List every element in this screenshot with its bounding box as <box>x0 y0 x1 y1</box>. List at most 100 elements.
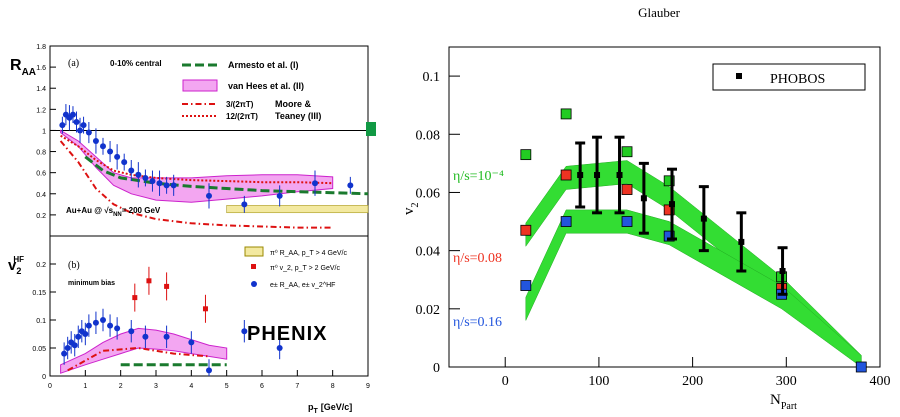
v2-point <box>128 328 135 335</box>
marker-red <box>520 224 532 236</box>
legend-pi0v2: π⁰ v_2, p_T > 2 GeV/c <box>270 264 340 272</box>
r-ytick-label: 0.04 <box>416 245 441 260</box>
b-xtick-label: 5 <box>225 383 229 390</box>
panel-b-centrality: minimum bias <box>68 280 115 287</box>
b-ytick-label: 0.1 <box>36 318 46 325</box>
phenix-logo: PHENIX <box>247 323 327 345</box>
b-xtick-label: 4 <box>189 383 193 390</box>
v2-point <box>188 339 195 346</box>
green-box-a <box>366 122 376 136</box>
legend-moore-name: Moore & <box>275 99 312 109</box>
v2-point <box>163 333 170 340</box>
marker-blue <box>621 216 633 227</box>
pi0-point <box>202 306 208 312</box>
legend-moore-2: 12/(2πT) <box>226 112 258 121</box>
raa-point <box>77 127 84 134</box>
b-xtick-label: 0 <box>48 383 52 390</box>
v2-point <box>241 328 248 335</box>
b-ytick-label: 0.2 <box>36 262 46 269</box>
moore-curve-3 <box>60 134 333 185</box>
raa-point <box>276 192 283 199</box>
v2-point <box>114 325 121 332</box>
moore-v2 <box>67 346 210 372</box>
b-ytick-label: 0.05 <box>32 346 46 353</box>
marker-green <box>520 149 532 161</box>
r-xtick-label: 400 <box>870 374 891 389</box>
phobos-point <box>700 215 707 222</box>
v2-point <box>92 319 99 326</box>
vanhees-v2-band <box>60 327 228 374</box>
v2-point <box>64 345 71 351</box>
marker-green <box>560 108 572 120</box>
raa-point <box>149 178 156 185</box>
phobos-point <box>668 201 675 208</box>
raa-point <box>142 174 149 181</box>
panel-b-plot <box>50 266 368 377</box>
pi0-band <box>226 205 369 214</box>
legend-band: π⁰ R_AA, p_T > 4 GeV/c <box>270 249 347 257</box>
raa-point <box>107 148 114 155</box>
panel-a-tag: (a) <box>68 58 79 69</box>
v2-point <box>85 322 92 329</box>
band-label-mid: η/s=0.08 <box>453 251 502 266</box>
r-xtick-label: 100 <box>588 374 609 389</box>
a-ytick-label: 1.8 <box>36 44 46 51</box>
raa-point <box>92 138 99 144</box>
b-xtick-label: 3 <box>154 383 158 390</box>
right-panel: Glauber 0 0.02 0.04 0.06 0.08 0.1 0 100 200 300 40… <box>401 5 891 412</box>
marker-blue <box>663 230 675 242</box>
b-xtick-label: 1 <box>83 383 87 390</box>
marker-blue <box>560 216 572 227</box>
phobos-point <box>779 268 786 274</box>
right-ylabel: v2 <box>401 203 421 216</box>
legend-moore-name2: Teaney (III) <box>275 111 321 121</box>
b-xtick-label: 6 <box>260 383 264 390</box>
marker-green <box>663 175 675 187</box>
raa-point <box>73 119 80 125</box>
raa-point <box>156 180 163 187</box>
vanhees-band <box>60 129 334 203</box>
a-ytick-label: 1.4 <box>36 86 46 93</box>
r-xtick-label: 200 <box>682 374 703 389</box>
r-xtick-label: 300 <box>776 374 797 389</box>
b-xtick-label: 2 <box>119 383 123 390</box>
raa-point <box>121 159 128 166</box>
raa-point <box>59 122 66 129</box>
legend-elec: e± R_AA, e± v_2^HF <box>270 282 335 289</box>
marker-red <box>560 169 572 181</box>
b-ytick-label: 0.15 <box>32 290 46 297</box>
moore-curve-12 <box>59 140 333 229</box>
v2-point <box>276 345 283 351</box>
panel-a-plot <box>50 104 369 229</box>
panel-a-axes: 0.2 0.4 0.6 0.8 1 1.2 1.4 1.6 1.8 <box>36 44 56 220</box>
r-ytick-label: 0 <box>433 361 440 376</box>
raa-point <box>128 167 135 174</box>
band-label-low: η/s=10⁻⁴ <box>453 169 504 184</box>
r-xtick-label: 0 <box>502 374 509 389</box>
pi0-point <box>132 295 138 301</box>
raa-point <box>135 171 142 178</box>
a-ytick-label: 0.6 <box>36 171 46 178</box>
r-ytick-label: 0.02 <box>416 303 441 318</box>
v2-point <box>71 342 78 349</box>
phobos-point <box>616 172 623 178</box>
r-ytick-label: 0.1 <box>423 70 441 85</box>
right-legend: PHOBOS <box>712 63 866 91</box>
glauber-title: Glauber <box>638 5 681 20</box>
v2-point <box>100 317 106 323</box>
a-ytick-label: 0.2 <box>36 213 46 220</box>
v2-point <box>107 322 114 329</box>
b-xtick-label: 7 <box>295 383 299 390</box>
raa-point <box>170 182 177 189</box>
marker-green <box>621 146 633 158</box>
raa-point <box>100 143 106 150</box>
raa-point <box>163 182 170 189</box>
raa-point <box>206 192 212 199</box>
panel-b-legend: π⁰ R_AA, p_T > 4 GeV/c π⁰ v_2, p_T > 2 G… <box>244 246 347 289</box>
phobos-point <box>594 172 601 178</box>
a-ytick-label: 0.8 <box>36 150 46 157</box>
r-ytick-label: 0.08 <box>416 128 441 143</box>
raa-point <box>80 122 87 129</box>
panel-a-centrality: 0-10% central <box>110 59 162 68</box>
